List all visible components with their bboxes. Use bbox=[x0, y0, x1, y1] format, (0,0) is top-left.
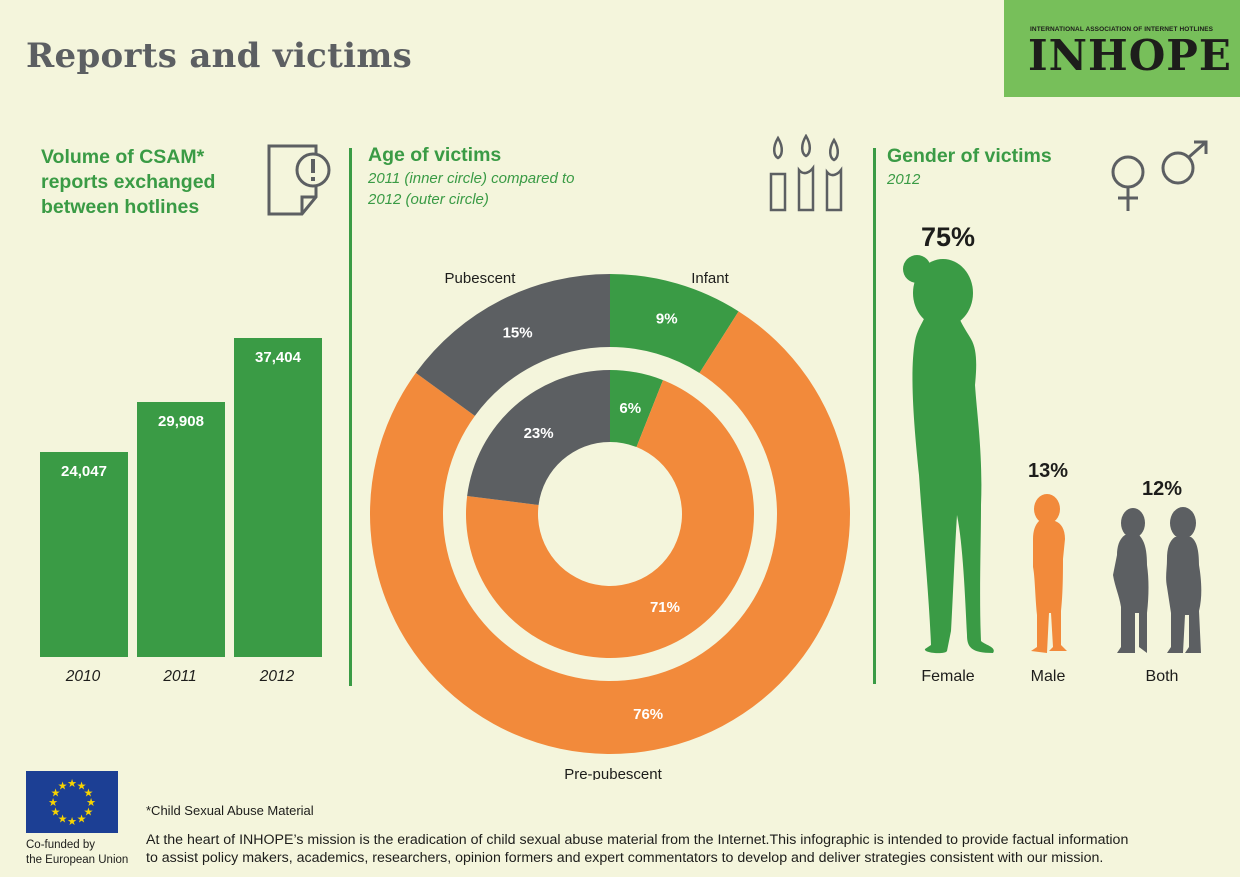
candles-icon bbox=[769, 134, 843, 212]
volume-year-label: 2011 bbox=[163, 668, 197, 685]
eu-star: ★ bbox=[51, 806, 61, 819]
footnote: *Child Sexual Abuse Material bbox=[146, 803, 314, 818]
age-subtitle-line: 2012 (outer circle) bbox=[368, 191, 489, 208]
donut-slice-label: 71% bbox=[650, 599, 680, 616]
female-male-symbols bbox=[1111, 140, 1208, 211]
document-alert-icon bbox=[267, 144, 331, 216]
eu-star: ★ bbox=[48, 796, 58, 809]
female-figure bbox=[903, 255, 994, 654]
donut-category-label: Pre-pubescent bbox=[564, 766, 662, 780]
volume-bar bbox=[234, 338, 322, 657]
page-title: Reports and victims bbox=[26, 36, 413, 76]
male-figure bbox=[1031, 494, 1067, 653]
volume-bar-value: 29,908 bbox=[158, 413, 204, 430]
eu-flag-icon: ★ ★ ★ ★ ★ ★ ★ ★ ★ ★ ★ ★ bbox=[26, 771, 118, 833]
age-subtitle-line: 2011 (inner circle) compared to bbox=[368, 170, 575, 187]
age-title-block: Age of victims 2011 (inner circle) compa… bbox=[368, 143, 574, 210]
volume-title-line: reports exchanged bbox=[41, 171, 216, 193]
volume-bar bbox=[137, 402, 225, 657]
volume-year-label: 2012 bbox=[259, 668, 295, 685]
volume-title-line: Volume of CSAM* bbox=[41, 146, 205, 168]
gender-percent: 13% bbox=[1027, 460, 1069, 482]
donut-slice-label: 9% bbox=[656, 311, 678, 328]
eu-star: ★ bbox=[84, 787, 94, 800]
age-title: Age of victims bbox=[368, 144, 502, 166]
volume-title-line: between hotlines bbox=[41, 196, 200, 218]
eu-star: ★ bbox=[58, 780, 68, 793]
gender-title-block: Gender of victims 2012 bbox=[887, 144, 1052, 190]
gender-category-label: Both bbox=[1145, 668, 1179, 685]
donut-slice bbox=[467, 370, 610, 505]
eu-caption-line: the European Union bbox=[26, 854, 129, 866]
gender-category-label: Female bbox=[921, 668, 975, 685]
volume-bar-value: 24,047 bbox=[61, 463, 107, 480]
section-divider bbox=[873, 148, 876, 684]
gender-percent: 75% bbox=[920, 222, 976, 252]
gender-title: Gender of victims bbox=[887, 145, 1052, 167]
eu-star: ★ bbox=[86, 796, 96, 809]
age-donut-chart: 6% 71% 23% 9% 76% 15% Infant Pre-pubescent Pubes… bbox=[370, 270, 850, 780]
gender-percent: 12% bbox=[1141, 478, 1183, 500]
eu-star: ★ bbox=[51, 787, 61, 800]
gender-figures bbox=[903, 255, 1202, 654]
section-divider bbox=[349, 148, 352, 686]
mission-statement: At the heart of INHOPE’s mission is the … bbox=[146, 831, 1236, 867]
eu-star: ★ bbox=[84, 806, 94, 819]
donut-slice bbox=[466, 380, 754, 658]
donut-slice-label: 76% bbox=[633, 706, 663, 723]
donut-category-label: Pubescent bbox=[445, 270, 517, 287]
eu-star: ★ bbox=[58, 812, 68, 825]
male-symbol-icon bbox=[1161, 140, 1208, 185]
donut-slice bbox=[610, 274, 739, 373]
both-figures bbox=[1113, 507, 1202, 653]
eu-star: ★ bbox=[77, 780, 87, 793]
donut-slice-label: 6% bbox=[619, 400, 641, 417]
donut-slice bbox=[415, 274, 610, 416]
gender-category-label: Male bbox=[1030, 668, 1066, 685]
eu-star: ★ bbox=[67, 777, 77, 790]
inhope-logo bbox=[1004, 0, 1240, 97]
eu-star: ★ bbox=[67, 815, 77, 828]
volume-bar-value: 37,404 bbox=[255, 349, 301, 366]
donut-slice-label: 15% bbox=[503, 325, 533, 342]
eu-star: ★ bbox=[77, 812, 87, 825]
eu-caption: Co-funded by the European Union bbox=[26, 838, 128, 868]
donut-category-label: Infant bbox=[691, 270, 729, 287]
donut-slice bbox=[610, 370, 664, 448]
logo-wordmark: INHOPE bbox=[1028, 31, 1232, 80]
logo-subtitle: INTERNATIONAL ASSOCIATION OF INTERNET HO… bbox=[1030, 26, 1214, 33]
volume-year-label: 2010 bbox=[65, 668, 101, 685]
gender-subtitle: 2012 bbox=[887, 171, 921, 188]
volume-bar bbox=[40, 452, 128, 657]
donut-slice bbox=[370, 311, 850, 754]
eu-caption-line: Co-funded by bbox=[26, 839, 96, 851]
volume-title: Volume of CSAM* reports exchanged betwee… bbox=[41, 145, 215, 220]
female-symbol-icon bbox=[1111, 155, 1145, 211]
mission-line: At the heart of INHOPE’s mission is the … bbox=[146, 832, 1129, 848]
mission-line: to assist policy makers, academics, rese… bbox=[146, 850, 1104, 866]
donut-slice-label: 23% bbox=[524, 425, 554, 442]
